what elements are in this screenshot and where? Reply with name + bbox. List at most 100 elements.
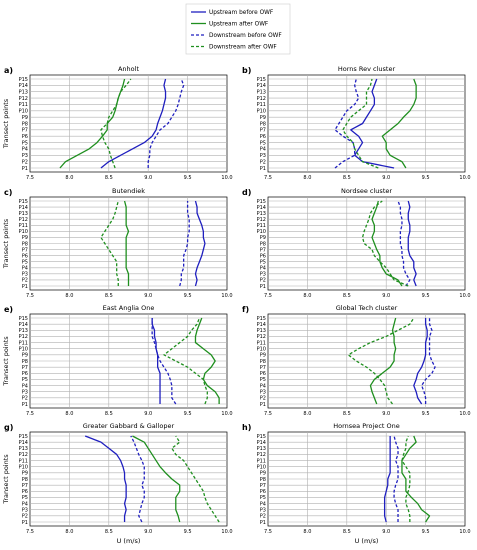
x-tick-label: 10.0	[221, 529, 232, 535]
y-tick-label: P6	[260, 371, 266, 377]
x-tick-label: 9.0	[144, 175, 152, 181]
x-tick-label: 10.0	[459, 411, 470, 417]
y-tick-label: P7	[260, 365, 266, 371]
x-tick-label: 8.5	[105, 293, 113, 299]
legend-label: Upstream before OWF	[209, 10, 273, 16]
panel-title: Nordsee cluster	[341, 187, 392, 195]
y-tick-label: P1	[260, 166, 266, 172]
x-tick-label: 8.0	[303, 411, 311, 417]
y-tick-label: P11	[257, 340, 266, 346]
y-tick-label: P8	[260, 241, 266, 247]
panel-label: h)	[242, 423, 251, 432]
panel-title: Hornsea Project One	[333, 422, 400, 430]
x-tick-label: 10.0	[459, 293, 470, 299]
y-tick-label: P4	[260, 266, 266, 272]
series-line	[334, 78, 360, 169]
series-line	[342, 78, 379, 169]
legend-label: Upstream after OWF	[209, 22, 268, 28]
y-tick-label: P9	[22, 471, 28, 477]
y-tick-label: P11	[257, 102, 266, 108]
y-tick-label: P11	[19, 102, 28, 108]
y-tick-label: P12	[19, 96, 28, 102]
y-tick-label: P15	[19, 199, 28, 205]
series-line	[369, 317, 397, 405]
y-tick-label: P3	[260, 390, 266, 396]
legend-label: Downstream before OWF	[209, 33, 282, 39]
y-axis-label: Transect points	[2, 98, 10, 149]
x-tick-label: 7.5	[26, 293, 34, 299]
panel-title: East Anglia One	[103, 304, 155, 312]
y-tick-label: P10	[257, 109, 266, 115]
series-line	[361, 200, 409, 287]
y-tick-label: P3	[260, 508, 266, 514]
x-tick-label: 8.0	[65, 529, 73, 535]
y-tick-label: P5	[22, 495, 28, 501]
x-tick-label: 9.5	[184, 293, 192, 299]
y-tick-label: P11	[19, 223, 28, 229]
panel-3: 7.5 8.0 8.5 9.0 9.5 10.0 P1P2P3P4P5P6P7P8P9P10…	[2, 187, 233, 299]
x-tick-label: 9.5	[184, 529, 192, 535]
x-tick-label: 8.0	[65, 411, 73, 417]
y-tick-label: P13	[257, 328, 266, 334]
y-tick-label: P6	[260, 134, 266, 140]
x-axis-label: U (m/s)	[355, 537, 379, 545]
x-tick-label: 9.0	[144, 293, 152, 299]
x-tick-label: 8.0	[303, 529, 311, 535]
x-tick-label: 8.5	[105, 175, 113, 181]
series-line	[371, 200, 403, 287]
y-axis-label: Transect points	[2, 218, 10, 269]
y-tick-label: P7	[260, 483, 266, 489]
series-line	[413, 318, 428, 405]
y-tick-label: P4	[22, 266, 28, 272]
x-tick-label: 7.5	[26, 175, 34, 181]
y-tick-label: P5	[22, 140, 28, 146]
x-tick-label: 10.0	[459, 175, 470, 181]
y-tick-label: P1	[22, 402, 28, 408]
y-tick-label: P14	[19, 205, 28, 211]
x-tick-label: 9.5	[184, 175, 192, 181]
x-tick-label: 8.5	[343, 175, 351, 181]
legend-label: Downstream after OWF	[209, 45, 277, 51]
series-line	[163, 317, 208, 405]
panel-title: Greater Gabbard & Galloper	[83, 422, 175, 430]
y-tick-label: P13	[257, 211, 266, 217]
x-tick-label: 10.0	[221, 293, 232, 299]
series-line	[381, 78, 417, 169]
y-tick-label: P7	[260, 247, 266, 253]
y-tick-label: P2	[260, 278, 266, 284]
y-tick-label: P4	[22, 501, 28, 507]
x-tick-label: 7.5	[26, 529, 34, 535]
x-tick-label: 9.0	[382, 411, 390, 417]
legend: Upstream before OWF Upstream after OWF Dow…	[185, 3, 291, 55]
y-tick-label: P8	[260, 121, 266, 127]
x-tick-label: 7.5	[264, 293, 272, 299]
series-line	[100, 78, 132, 169]
y-tick-label: P5	[260, 260, 266, 266]
y-tick-label: P7	[22, 128, 28, 134]
x-tick-label: 9.0	[382, 293, 390, 299]
y-tick-label: P12	[257, 452, 266, 458]
y-tick-label: P9	[22, 115, 28, 121]
y-tick-label: P1	[22, 520, 28, 526]
x-tick-label: 9.5	[422, 175, 430, 181]
y-tick-label: P13	[257, 446, 266, 452]
x-tick-label: 9.0	[144, 411, 152, 417]
y-tick-label: P9	[22, 353, 28, 359]
y-tick-label: P6	[22, 489, 28, 495]
x-tick-label: 9.5	[422, 411, 430, 417]
y-tick-label: P15	[257, 199, 266, 205]
series-line	[194, 317, 220, 404]
x-tick-label: 8.5	[343, 411, 351, 417]
series-line	[397, 200, 411, 287]
series-line	[401, 435, 411, 522]
y-tick-label: P8	[22, 241, 28, 247]
y-tick-label: P6	[22, 371, 28, 377]
y-tick-label: P15	[19, 316, 28, 322]
y-tick-label: P2	[22, 514, 28, 520]
series-line	[407, 200, 417, 287]
x-tick-label: 7.5	[264, 175, 272, 181]
series-line	[347, 317, 415, 405]
y-tick-label: P2	[22, 159, 28, 165]
panel-label: b)	[242, 66, 251, 75]
y-tick-label: P2	[22, 396, 28, 402]
